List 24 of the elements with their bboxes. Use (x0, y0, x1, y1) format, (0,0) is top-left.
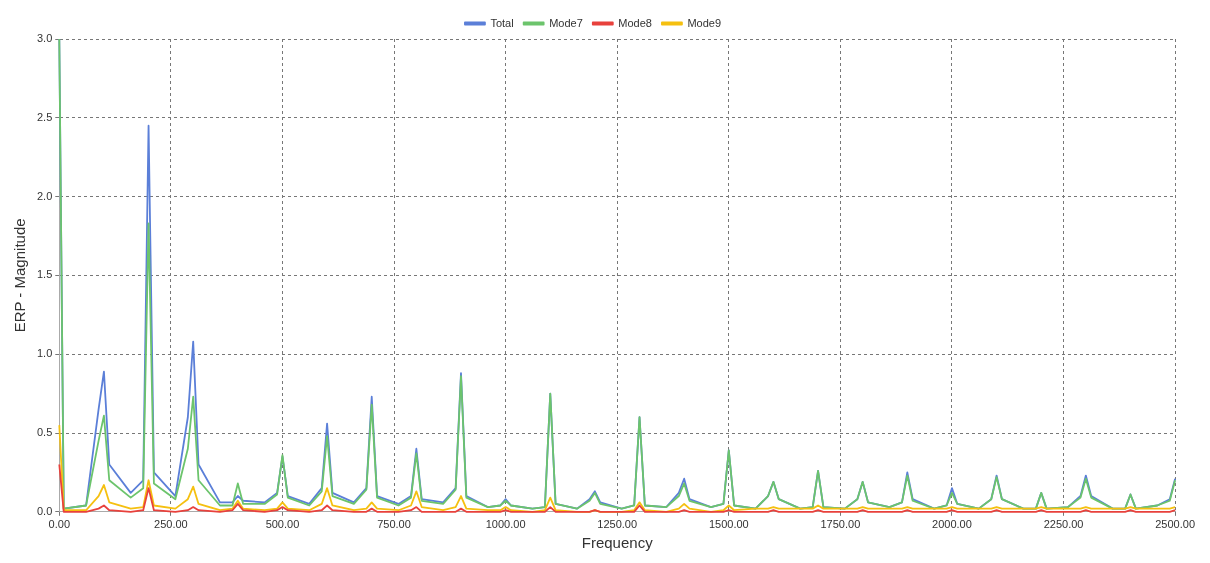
x-tick-label: 2000.00 (932, 518, 972, 531)
y-tick-label: 2.5 (36, 110, 53, 123)
x-tick-label: 1500.00 (708, 518, 749, 531)
legend-label: Mode9 (687, 16, 722, 29)
legend-label: Total (490, 16, 514, 29)
x-tick-label: 1250.00 (597, 518, 638, 531)
x-tick-label: 2500.00 (1155, 518, 1195, 531)
y-axis-title: ERP - Magnitude (11, 218, 29, 333)
x-tick-label: 750.00 (377, 518, 411, 531)
y-tick-label: 1.5 (36, 268, 53, 281)
y-tick-label: 3.0 (36, 32, 53, 45)
y-tick-label: 0.0 (36, 504, 53, 517)
y-tick-label: 2.0 (36, 189, 53, 202)
legend-label: Mode8 (618, 16, 652, 29)
x-tick-label: 1750.00 (820, 518, 861, 531)
x-tick-label: 2250.00 (1043, 518, 1084, 531)
x-axis-title: Frequency (581, 534, 654, 552)
legend-label: Mode7 (549, 16, 583, 29)
x-tick-label: 500.00 (265, 518, 300, 531)
x-tick-label: 250.00 (154, 518, 188, 531)
x-tick-label: 0.00 (48, 518, 70, 531)
y-tick-label: 1.0 (36, 347, 53, 360)
x-tick-label: 1000.00 (485, 518, 526, 531)
y-tick-label: 0.5 (36, 426, 53, 439)
